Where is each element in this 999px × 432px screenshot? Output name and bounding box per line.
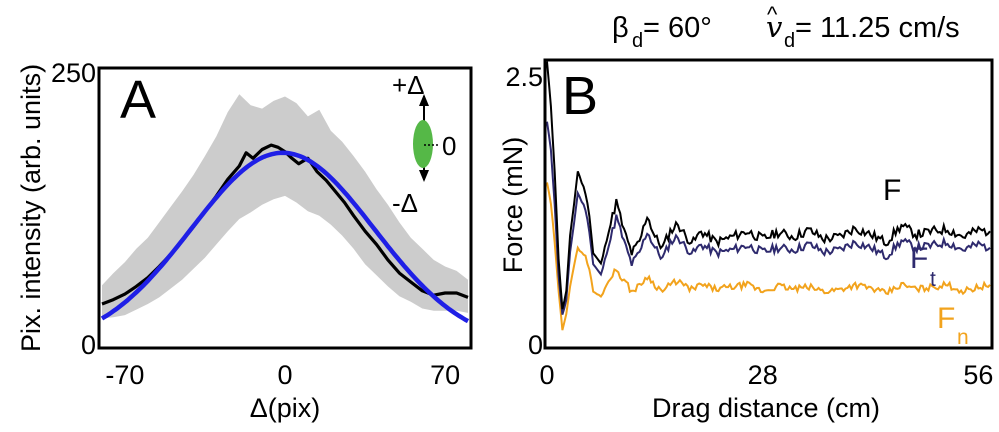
a-xlabel: Δ(pix) [250,393,321,423]
panel-b-frame [543,58,994,350]
std-band [102,94,468,319]
panel-b: B F F t F n 2.5 0 0 28 56 Drag distance … [498,58,994,423]
fn-label-sub: n [957,326,969,349]
b-ylabel: Force (mN) [498,137,528,274]
f-label: F [883,174,901,207]
v-hat: ^ [767,2,778,27]
v-subscript: d [784,30,795,52]
inset-top-label: +Δ [392,70,425,100]
a-xtick-70: 70 [430,360,460,390]
a-ytick-250: 250 [51,58,96,88]
b-xtick-56: 56 [963,360,993,390]
panel-a-label: A [120,70,156,130]
header-annotation: β d = 60° v ^ d = 11.25 cm/s [612,2,960,52]
panel-b-label: B [562,66,598,126]
a-ytick-0: 0 [81,330,96,360]
inset-up-arrow [419,94,429,106]
b-xtick-0: 0 [539,360,554,390]
b-ytick-0: 0 [528,330,543,360]
b-xlabel: Drag distance (cm) [652,393,880,423]
b-xtick-28: 28 [748,360,778,390]
panel-a-inset: +Δ -Δ 0 [392,70,456,218]
beta-value: = 60° [643,12,712,44]
beta-symbol: β [612,12,629,44]
v-value: = 11.25 cm/s [795,12,960,44]
f-line [546,61,991,310]
inset-down-arrow [419,170,429,182]
b-ytick-2-5: 2.5 [505,62,543,92]
a-ylabel: Pix. intensity (arb. units) [16,64,46,352]
panel-a-frame [97,66,473,350]
ft-label: F [910,242,928,275]
fn-line [546,182,991,331]
inset-ellipse [413,120,433,168]
a-xtick-minus70: -70 [105,360,144,390]
inset-zero-label: 0 [442,131,456,161]
fn-label: F [937,302,955,335]
gaussian-fit-line [100,150,470,324]
inset-bottom-label: -Δ [392,188,418,218]
beta-subscript: d [632,30,643,52]
ft-line [546,121,991,315]
ft-label-sub: t [930,268,936,291]
panel-a: A +Δ -Δ 0 250 0 -70 0 70 Δ(pix) Pix. int… [16,58,473,423]
a-xtick-0: 0 [277,360,292,390]
v-symbol: v [766,10,783,44]
